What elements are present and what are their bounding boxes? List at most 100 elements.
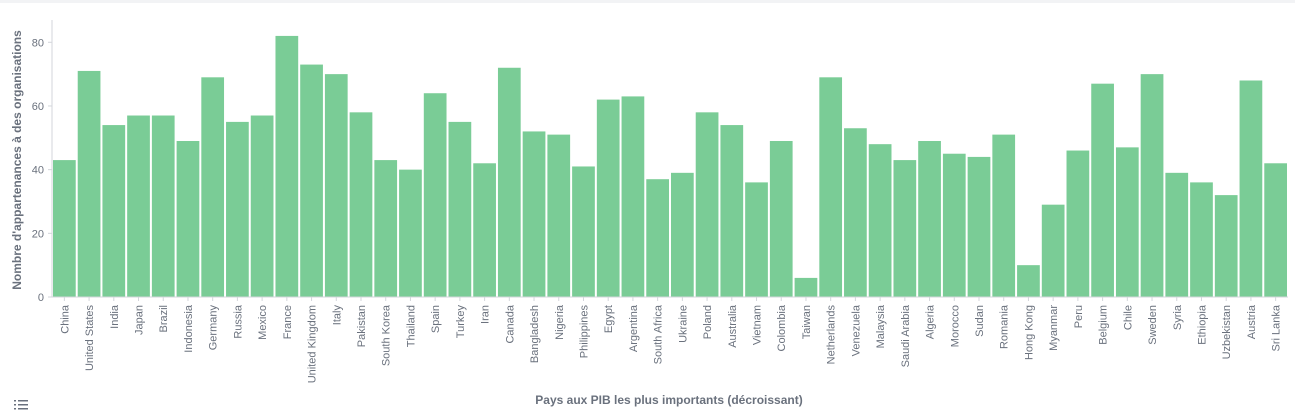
- x-tick-label: Japan: [134, 305, 146, 335]
- bar-argentina[interactable]: [621, 96, 645, 297]
- bar-france[interactable]: [275, 35, 299, 298]
- x-tick-label: Netherlands: [826, 305, 838, 365]
- bar-malaysia[interactable]: [868, 144, 892, 297]
- bar-nigeria[interactable]: [547, 134, 571, 297]
- bar-brazil[interactable]: [151, 115, 175, 298]
- list-icon: [14, 400, 28, 410]
- bar-netherlands[interactable]: [819, 77, 843, 297]
- x-tick-label: Pakistan: [356, 305, 368, 347]
- bar-germany[interactable]: [201, 77, 225, 297]
- legend-toggle-button[interactable]: [14, 399, 28, 411]
- x-tick-label: Poland: [702, 305, 714, 339]
- bar-japan[interactable]: [127, 115, 150, 298]
- y-tick-label: 0: [38, 292, 44, 304]
- bar-mexico[interactable]: [250, 115, 274, 298]
- x-tick-label: Brazil: [158, 305, 170, 333]
- x-tick-label: South Korea: [381, 304, 393, 366]
- x-tick-label: Malaysia: [875, 304, 887, 348]
- bar-pakistan[interactable]: [349, 112, 373, 297]
- bar-hong-kong[interactable]: [1017, 265, 1040, 297]
- x-tick-label: Algeria: [925, 304, 937, 339]
- bar-spain[interactable]: [423, 93, 447, 297]
- bar-philippines[interactable]: [572, 166, 595, 297]
- bar-chile[interactable]: [1115, 147, 1139, 297]
- bar-belgium[interactable]: [1091, 83, 1114, 298]
- bar-poland[interactable]: [695, 112, 719, 297]
- x-tick-label: United Kingdom: [307, 305, 319, 383]
- bar-morocco[interactable]: [942, 153, 966, 297]
- x-tick-label: Turkey: [455, 305, 467, 339]
- x-tick-label: Bangladesh: [529, 305, 541, 363]
- y-tick-label: 40: [32, 165, 44, 177]
- x-tick-label: Peru: [1073, 305, 1085, 328]
- bar-canada[interactable]: [497, 67, 521, 297]
- bar-colombia[interactable]: [769, 140, 793, 297]
- bar-sudan[interactable]: [967, 156, 991, 297]
- x-tick-label: Iran: [480, 305, 492, 324]
- x-tick-label: Nigeria: [554, 304, 566, 340]
- bar-ethiopia[interactable]: [1190, 182, 1213, 297]
- bar-australia[interactable]: [720, 125, 744, 297]
- x-tick-label: Sweden: [1147, 305, 1159, 345]
- bar-myanmar[interactable]: [1041, 204, 1065, 297]
- bar-taiwan[interactable]: [794, 277, 818, 297]
- bar-romania[interactable]: [992, 134, 1016, 297]
- y-tick-label: 60: [32, 101, 44, 113]
- bar-russia[interactable]: [226, 121, 249, 297]
- top-border: [0, 0, 1295, 3]
- bar-syria[interactable]: [1165, 172, 1189, 297]
- x-tick-label: Ethiopia: [1196, 304, 1208, 345]
- x-tick-label: Sudan: [974, 305, 986, 337]
- x-tick-label: Austria: [1246, 304, 1258, 339]
- x-axis: China United States India Japan Brazil Indone…: [52, 296, 1288, 383]
- bar-venezuela[interactable]: [844, 128, 867, 297]
- bar-sweden[interactable]: [1140, 74, 1164, 297]
- bar-algeria[interactable]: [918, 140, 941, 297]
- bar-south-africa[interactable]: [646, 179, 669, 297]
- x-tick-label: India: [109, 304, 121, 329]
- x-tick-label: Saudi Arabia: [900, 304, 912, 367]
- bar-united-states[interactable]: [77, 70, 101, 297]
- x-tick-label: Vietnam: [752, 305, 764, 345]
- bar-ukraine[interactable]: [671, 172, 694, 297]
- x-tick-label: United States: [84, 305, 96, 372]
- x-tick-label: Morocco: [949, 305, 961, 347]
- x-tick-label: Chile: [1122, 305, 1134, 330]
- bar-italy[interactable]: [324, 74, 348, 297]
- x-tick-label: Russia: [232, 304, 244, 339]
- y-tick-label: 80: [32, 37, 44, 49]
- x-tick-label: Syria: [1172, 304, 1184, 330]
- bar-china[interactable]: [53, 160, 76, 297]
- bar-iran[interactable]: [473, 163, 496, 297]
- x-tick-label: Philippines: [578, 305, 590, 359]
- x-tick-label: South Africa: [653, 304, 665, 364]
- y-axis-title: Nombre d'appartenances à des organisatio…: [10, 30, 24, 290]
- bar-united-kingdom[interactable]: [300, 64, 323, 297]
- bar-saudi-arabia[interactable]: [893, 160, 917, 297]
- bar-sri-lanka[interactable]: [1264, 163, 1287, 297]
- bars: [53, 35, 1287, 298]
- bar-peru[interactable]: [1066, 150, 1090, 297]
- bar-bangladesh[interactable]: [522, 131, 546, 297]
- bar-austria[interactable]: [1239, 80, 1263, 298]
- x-tick-label: Myanmar: [1048, 305, 1060, 351]
- x-tick-label: Uzbekistan: [1221, 305, 1233, 359]
- bar-south-korea[interactable]: [374, 160, 398, 297]
- x-tick-label: Canada: [504, 304, 516, 343]
- bar-indonesia[interactable]: [176, 140, 200, 297]
- bar-india[interactable]: [102, 125, 126, 297]
- x-tick-label: Venezuela: [850, 304, 862, 356]
- x-tick-label: Indonesia: [183, 304, 195, 353]
- x-tick-label: Thailand: [405, 305, 417, 347]
- x-tick-label: China: [59, 304, 71, 334]
- x-tick-label: Spain: [430, 305, 442, 333]
- bar-turkey[interactable]: [448, 121, 472, 297]
- x-tick-label: Taiwan: [801, 305, 813, 339]
- bar-thailand[interactable]: [399, 169, 422, 297]
- bar-uzbekistan[interactable]: [1214, 195, 1238, 297]
- y-axis: 0 20 40 60 80: [32, 20, 53, 304]
- bar-vietnam[interactable]: [745, 182, 768, 297]
- bar-egypt[interactable]: [596, 99, 620, 297]
- x-tick-label: Ukraine: [677, 305, 689, 343]
